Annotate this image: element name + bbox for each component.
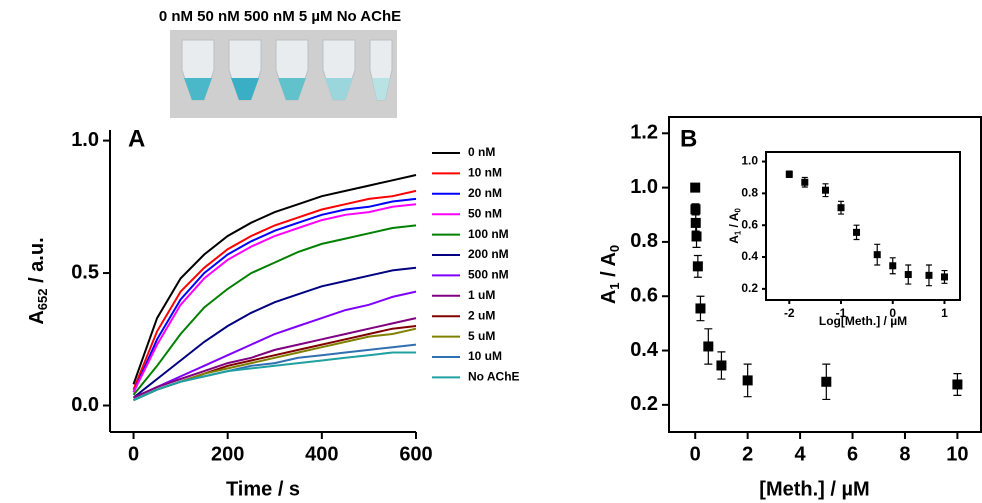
y-axis-title-part: / a.u. <box>26 237 48 288</box>
data-point <box>785 170 793 178</box>
data-point <box>801 178 809 186</box>
legend-label: 20 nM <box>468 186 502 200</box>
legend-label: 200 nM <box>468 247 509 261</box>
y-axis-title-part: 0 <box>607 245 622 252</box>
legend-label: 500 nM <box>468 268 509 282</box>
x-tick-label: 2 <box>742 443 753 465</box>
y-axis-title: A1 / A0 <box>727 208 742 244</box>
data-point <box>904 271 912 279</box>
legend-label: 5 uM <box>468 329 495 343</box>
y-tick-label: 0.2 <box>630 393 658 415</box>
y-axis-title: A1 / A0 <box>598 245 622 304</box>
series-line <box>133 290 417 399</box>
x-tick-label: 200 <box>211 443 244 465</box>
x-tick-label: -1 <box>836 306 847 320</box>
x-axis-title: Log[Meth.] / µM <box>819 314 907 328</box>
x-tick-label: 6 <box>847 443 858 465</box>
series-line <box>132 203 417 393</box>
data-point <box>716 360 727 371</box>
y-tick-label: 0.8 <box>630 230 658 252</box>
panel-label: B <box>680 125 697 152</box>
data-point <box>692 261 703 272</box>
data-point <box>925 271 933 279</box>
legend-label: 10 nM <box>468 166 502 180</box>
panel-label: A <box>128 125 145 152</box>
legend-label: 100 nM <box>468 227 509 241</box>
series-line <box>132 174 417 385</box>
y-axis-title-part: A <box>598 290 620 304</box>
y-tick-label: 0.0 <box>71 394 99 416</box>
series-line <box>132 197 417 393</box>
data-point <box>837 204 845 212</box>
y-tick-label: 1.2 <box>630 122 658 144</box>
x-tick-label: 4 <box>795 443 807 465</box>
y-axis-title-part: A <box>727 235 741 244</box>
data-point <box>821 186 829 194</box>
x-tick-label: 400 <box>305 443 338 465</box>
y-tick-label: 0.5 <box>71 261 99 283</box>
series-line <box>132 189 417 390</box>
legend-label: 2 uM <box>468 308 495 322</box>
tube-photo <box>170 30 397 118</box>
photo-labels: 0 nM 50 nM 500 nM 5 µM No AChE <box>159 8 401 25</box>
series-line <box>133 343 417 402</box>
y-tick-label: 1.0 <box>71 129 99 151</box>
x-tick-label: 1 <box>941 306 948 320</box>
series-line <box>132 266 417 399</box>
y-tick-label: 1.0 <box>741 154 758 168</box>
y-tick-label: 0.4 <box>741 249 758 263</box>
data-point <box>821 376 832 387</box>
y-axis-title-part: 652 <box>35 288 50 310</box>
y-axis-title: A652 / a.u. <box>26 237 50 324</box>
series-line <box>132 224 417 396</box>
data-point <box>873 251 881 259</box>
y-tick-label: 0.4 <box>630 339 659 361</box>
x-tick-label: 0 <box>889 306 896 320</box>
y-tick-label: 0.6 <box>630 285 658 307</box>
y-axis-title-part: / A <box>598 252 620 282</box>
data-point <box>952 379 963 390</box>
y-tick-label: 0.2 <box>741 281 758 295</box>
data-point <box>889 262 897 270</box>
data-point <box>691 231 702 242</box>
x-axis-title: [Meth.] / µM <box>759 478 869 500</box>
data-point <box>690 182 701 193</box>
legend-label: 10 uM <box>468 349 502 363</box>
y-axis-title-part: / A <box>727 212 741 231</box>
x-tick-label: 600 <box>399 443 432 465</box>
legend-label: 0 nM <box>468 145 495 159</box>
data-point <box>940 273 948 281</box>
y-axis-title-part: A <box>26 310 48 324</box>
x-tick-label: 0 <box>690 443 701 465</box>
data-point <box>853 228 861 236</box>
data-point <box>742 375 753 386</box>
data-point <box>695 303 706 314</box>
data-point <box>703 341 714 352</box>
data-point <box>690 204 701 215</box>
legend-label: 1 uM <box>468 288 495 302</box>
legend-label: No AChE <box>468 370 520 384</box>
y-tick-label: 1.0 <box>630 176 658 198</box>
series-line <box>133 317 417 399</box>
y-axis-title-part: 1 <box>734 230 743 235</box>
data-point <box>690 217 701 228</box>
legend-label: 50 nM <box>468 206 502 220</box>
x-tick-label: 10 <box>946 443 968 465</box>
y-axis-title-part: 1 <box>607 282 622 289</box>
y-tick-label: 0.8 <box>741 186 758 200</box>
y-axis-title-part: 0 <box>734 208 743 213</box>
x-tick-label: 0 <box>128 443 139 465</box>
series-line <box>133 351 416 402</box>
x-tick-label: 8 <box>899 443 910 465</box>
y-tick-label: 0.6 <box>741 217 758 231</box>
x-axis-title: Time / s <box>226 478 300 500</box>
x-tick-label: -2 <box>784 306 795 320</box>
